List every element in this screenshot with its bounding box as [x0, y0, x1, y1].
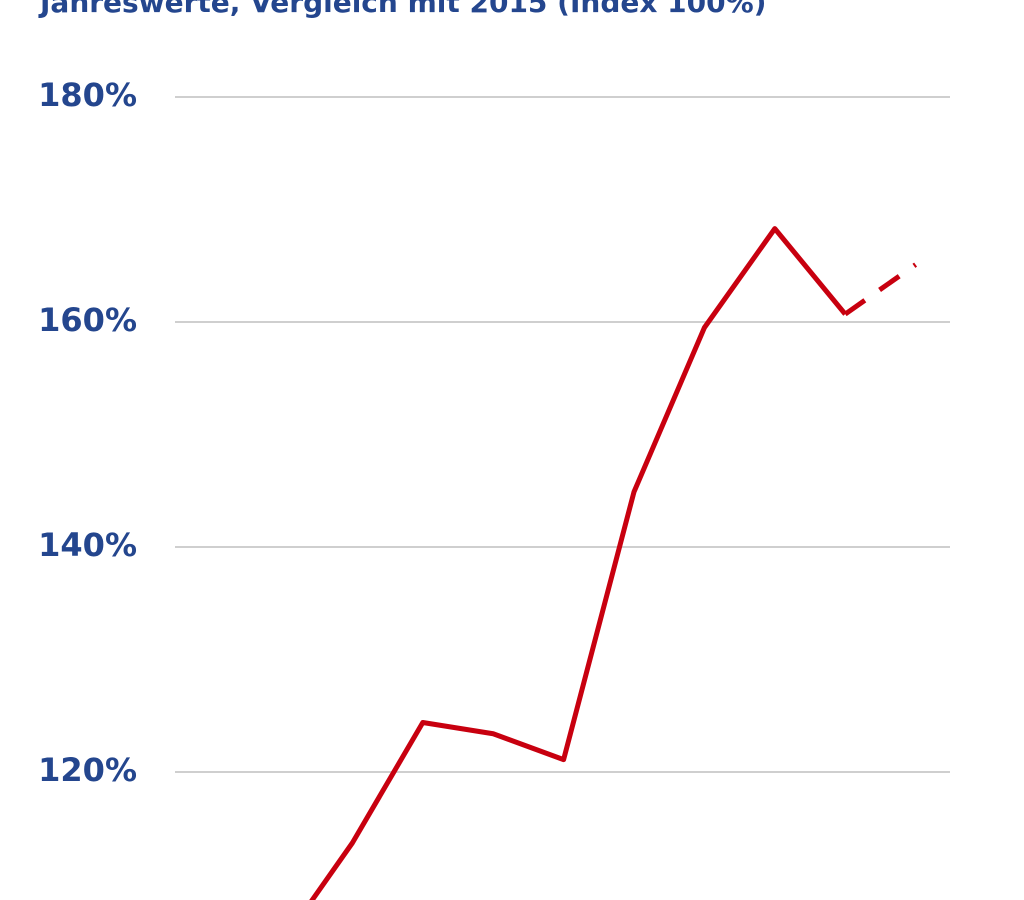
y-tick-label: 120% [38, 751, 137, 789]
y-tick-label: 180% [38, 76, 137, 114]
y-tick-label: 140% [38, 526, 137, 564]
chart-title: Jahreswerte, Vergleich mit 2015 (Index 1… [38, 0, 766, 19]
projected-line [843, 262, 918, 317]
data-line [309, 226, 848, 900]
y-tick-label: 160% [38, 301, 137, 339]
